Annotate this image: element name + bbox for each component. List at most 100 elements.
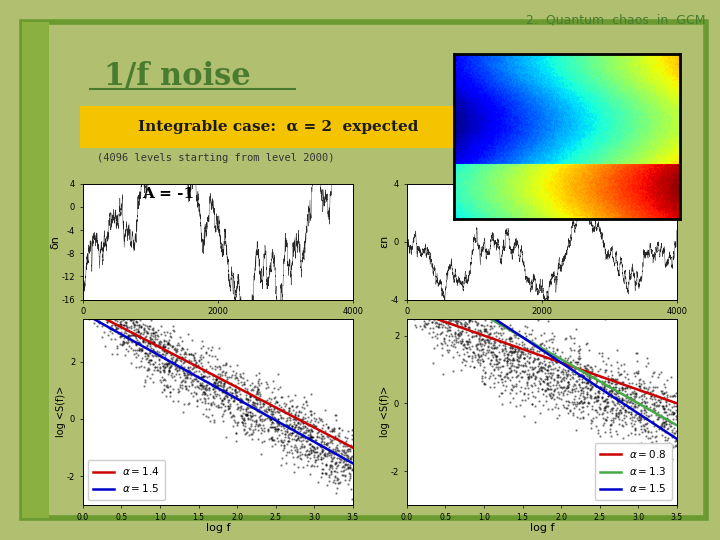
Point <box>562 370 573 379</box>
Point <box>639 426 651 435</box>
$\alpha = 1.3$ <box>477 310 486 317</box>
$\alpha = 1.4$ <box>325 433 334 439</box>
Point <box>666 373 678 381</box>
Point <box>335 439 346 448</box>
Point <box>310 447 322 456</box>
Point <box>305 444 316 453</box>
Point <box>186 371 197 380</box>
Point <box>318 433 330 442</box>
Point <box>206 345 217 354</box>
Point <box>588 373 600 382</box>
Point <box>441 327 453 335</box>
Point <box>233 387 245 395</box>
Point <box>641 414 652 422</box>
Point <box>259 411 271 420</box>
Point <box>461 337 472 346</box>
Point <box>230 373 241 381</box>
Point <box>571 358 582 367</box>
Text: 1/f noise: 1/f noise <box>104 62 251 92</box>
Point <box>570 402 582 410</box>
Point <box>119 309 130 318</box>
Point <box>88 306 99 314</box>
Point <box>335 457 346 466</box>
Point <box>235 401 247 410</box>
Point <box>188 360 199 369</box>
Point <box>610 427 621 435</box>
Point <box>439 304 451 313</box>
Point <box>281 416 292 424</box>
Point <box>329 466 341 475</box>
Point <box>529 334 541 342</box>
Point <box>128 350 140 359</box>
Point <box>596 352 608 361</box>
Point <box>184 356 195 364</box>
Point <box>469 332 480 340</box>
Point <box>171 367 183 375</box>
Point <box>232 421 243 429</box>
Point <box>267 418 279 427</box>
Point <box>498 350 510 359</box>
Point <box>431 314 443 322</box>
Point <box>310 435 322 444</box>
Point <box>134 332 145 340</box>
Point <box>658 422 670 431</box>
Point <box>217 386 228 395</box>
Point <box>601 395 613 403</box>
Point <box>554 352 565 361</box>
Point <box>154 339 166 348</box>
Point <box>238 416 250 424</box>
Point <box>141 354 153 362</box>
Point <box>225 379 237 388</box>
Point <box>658 421 670 429</box>
Point <box>120 319 132 327</box>
Point <box>102 318 113 326</box>
Point <box>327 454 338 463</box>
Point <box>122 336 133 345</box>
Point <box>91 285 102 294</box>
Point <box>485 347 496 356</box>
Point <box>327 454 338 463</box>
Point <box>125 330 136 339</box>
Point <box>265 415 276 423</box>
Point <box>269 424 281 433</box>
Point <box>276 393 287 402</box>
Point <box>462 320 473 328</box>
Point <box>633 401 644 409</box>
Point <box>185 389 197 397</box>
Point <box>320 470 332 478</box>
Point <box>661 420 672 428</box>
Point <box>420 276 432 285</box>
Point <box>570 357 582 366</box>
Point <box>503 355 514 363</box>
Point <box>302 426 313 435</box>
Point <box>339 433 351 441</box>
Point <box>649 406 660 414</box>
Point <box>121 324 132 333</box>
Point <box>305 435 317 443</box>
Point <box>665 422 677 430</box>
Point <box>582 379 593 387</box>
Point <box>152 366 163 374</box>
Point <box>474 327 486 336</box>
Point <box>436 311 447 320</box>
Point <box>241 375 253 384</box>
Point <box>343 464 354 472</box>
Point <box>331 446 343 454</box>
Point <box>553 394 564 402</box>
Point <box>481 327 492 335</box>
Point <box>528 339 540 347</box>
Point <box>469 351 480 360</box>
Point <box>269 436 280 445</box>
Point <box>471 340 482 349</box>
Point <box>645 439 657 448</box>
Point <box>629 402 640 410</box>
Point <box>195 351 207 360</box>
Point <box>137 335 148 343</box>
Point <box>230 388 241 397</box>
Point <box>143 338 154 347</box>
Point <box>444 289 455 298</box>
Point <box>462 301 474 309</box>
Point <box>630 390 642 399</box>
Point <box>189 388 200 396</box>
Point <box>163 367 174 375</box>
